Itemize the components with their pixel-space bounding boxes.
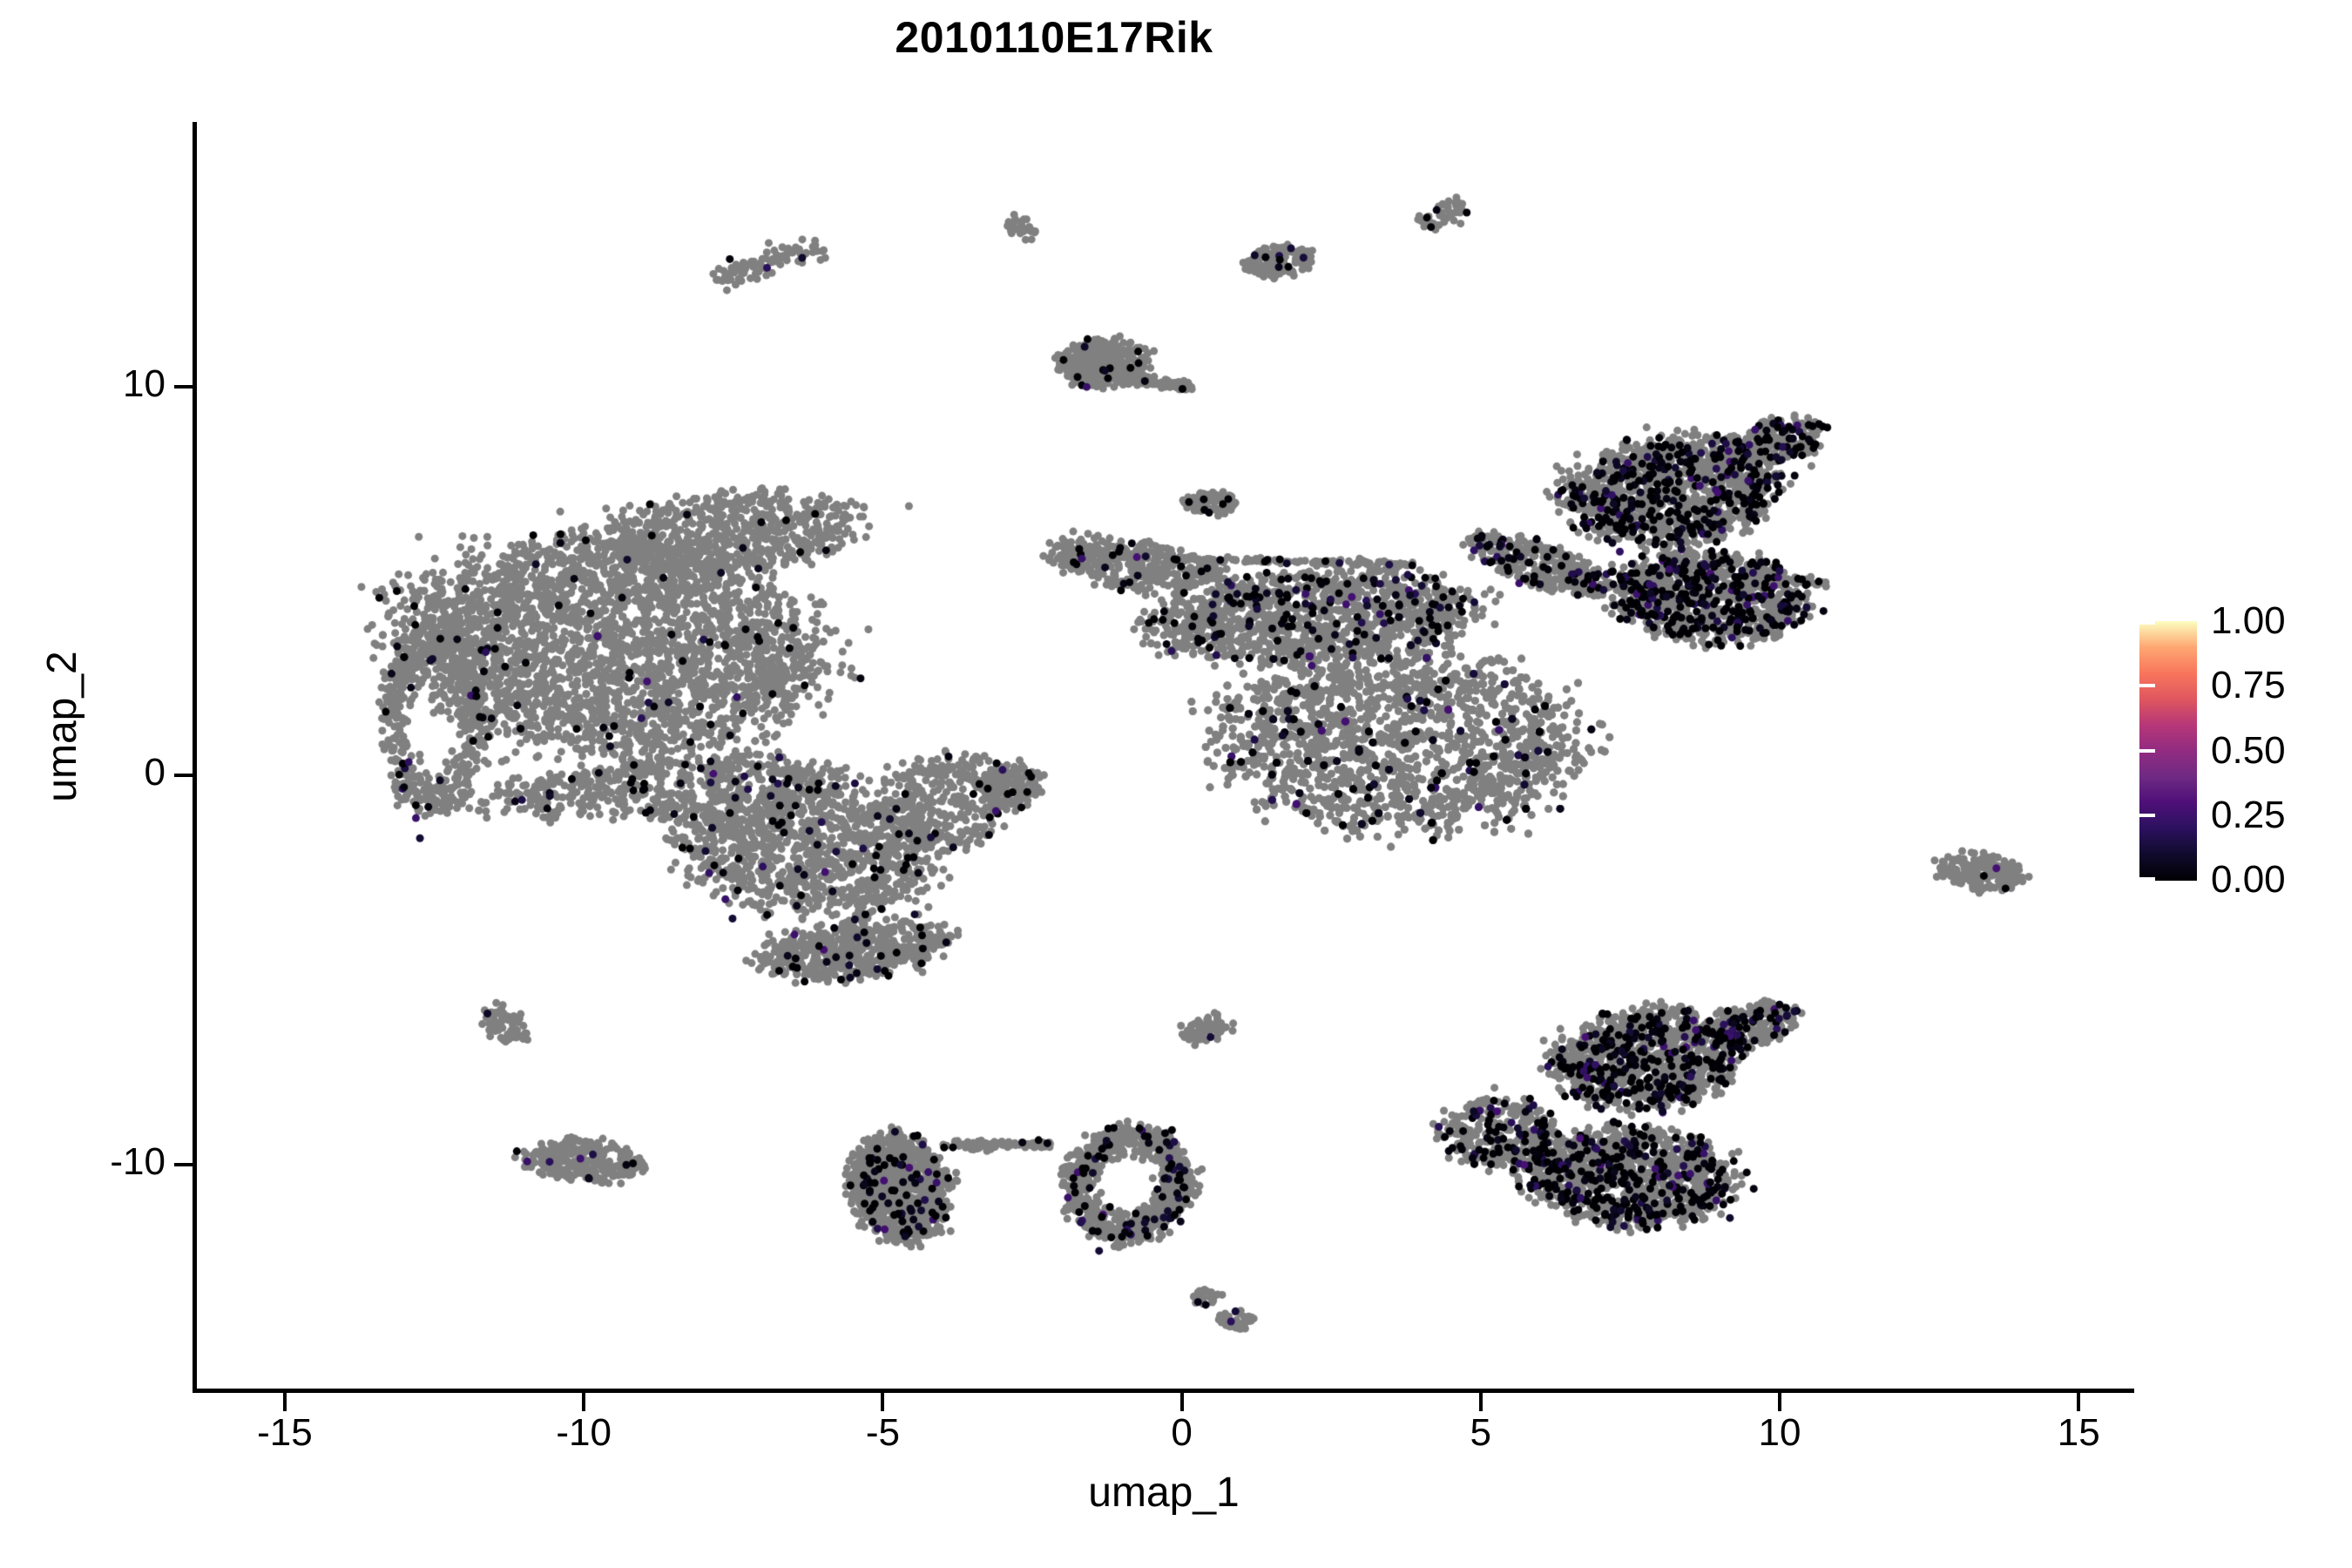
x-tick-mark <box>1778 1393 1781 1411</box>
colorbar-tick-label: 0.25 <box>2211 793 2286 836</box>
x-tick-label: 15 <box>2057 1411 2100 1454</box>
colorbar-legend: 1.00 0.75 0.50 0.25 0.00 <box>2139 602 2340 899</box>
x-tick-label: -15 <box>257 1411 313 1454</box>
x-tick-mark <box>881 1393 885 1411</box>
x-tick-label: -5 <box>865 1411 900 1454</box>
colorbar-tick-mark <box>2324 748 2340 753</box>
x-tick-mark <box>2077 1393 2081 1411</box>
colorbar-tick-mark <box>2324 877 2340 881</box>
colorbar-tick-mark <box>2139 877 2155 881</box>
x-tick-mark <box>1179 1393 1184 1411</box>
plot-panel <box>195 122 2132 1390</box>
colorbar-tick-mark <box>2139 621 2155 625</box>
colorbar-tick-mark <box>2139 748 2155 753</box>
y-tick-label: -10 <box>110 1139 166 1183</box>
y-tick-mark <box>174 1162 193 1166</box>
colorbar-tick-label: 1.00 <box>2211 599 2286 642</box>
y-tick-label: 0 <box>144 751 166 794</box>
y-tick-mark <box>174 774 193 778</box>
x-tick-mark <box>582 1393 586 1411</box>
colorbar-tick-mark <box>2324 813 2340 817</box>
colorbar-tick-mark <box>2139 813 2155 817</box>
x-tick-mark <box>282 1393 287 1411</box>
x-tick-label: 10 <box>1758 1411 1801 1454</box>
y-axis-title: umap_2 <box>39 651 85 802</box>
page-title: 2010110E17Rik <box>895 13 1213 62</box>
colorbar-tick-label: 0.00 <box>2211 858 2286 901</box>
y-axis-line <box>193 122 197 1392</box>
colorbar-tick-label: 0.75 <box>2211 664 2286 707</box>
x-tick-label: 5 <box>1470 1411 1492 1454</box>
x-axis-title: umap_1 <box>1088 1470 1240 1516</box>
x-axis-line <box>193 1389 2134 1393</box>
y-tick-label: 10 <box>123 362 166 405</box>
x-tick-label: 0 <box>1171 1411 1193 1454</box>
scatter-plot-canvas <box>195 122 2132 1390</box>
colorbar-tick-label: 0.50 <box>2211 728 2286 772</box>
y-tick-mark <box>174 384 193 389</box>
colorbar-tick-mark <box>2324 621 2340 625</box>
x-tick-mark <box>1478 1393 1483 1411</box>
x-tick-label: -10 <box>556 1411 612 1454</box>
colorbar-tick-mark <box>2324 684 2340 688</box>
colorbar-tick-mark <box>2139 684 2155 688</box>
